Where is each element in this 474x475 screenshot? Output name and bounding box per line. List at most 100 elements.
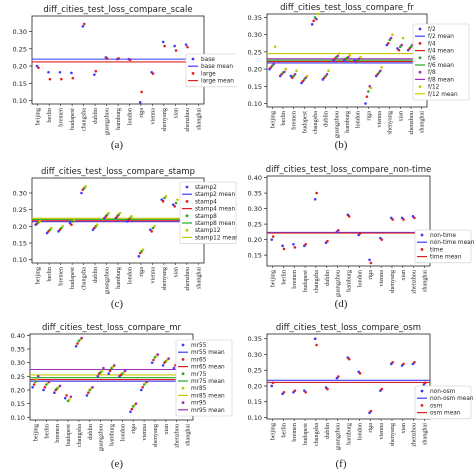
chart-title: diff_cities_test_loss_compare_non-time [266, 165, 432, 175]
x-tick-label: dublin [92, 108, 99, 124]
data-point [342, 59, 346, 62]
data-point [130, 407, 134, 411]
data-point [48, 77, 52, 81]
data-point [87, 391, 90, 394]
data-point [134, 402, 138, 405]
chart-panel-d: diff_cities_test_loss_compare_non-time 0.… [248, 165, 474, 297]
data-point [123, 369, 127, 373]
data-point [396, 47, 399, 50]
data-point [324, 74, 327, 78]
x-tick-label: zhenzhou [411, 423, 418, 447]
x-tick-label: riga [138, 108, 145, 118]
data-point [94, 69, 98, 73]
x-tick-label: xian [400, 270, 407, 281]
data-point [38, 220, 42, 223]
data-point [128, 58, 132, 62]
chart-title: diff_cities_test_loss_compare_scale [43, 5, 192, 15]
x-tick-label: changsha [81, 108, 88, 131]
legend-label: stamp2 [195, 185, 217, 191]
data-point [150, 361, 154, 364]
legend-label: mr95 mean [191, 408, 225, 414]
data-point [272, 62, 276, 66]
legend-label: base mean [201, 64, 233, 70]
x-tick-label: xian [172, 108, 179, 119]
data-point [31, 385, 34, 389]
data-point [380, 387, 384, 391]
data-point [63, 396, 67, 400]
y-tick-label: 0.15 [13, 80, 27, 88]
x-tick-label: xian [163, 424, 170, 435]
x-tick-label: london [355, 111, 362, 128]
data-point [107, 372, 110, 375]
data-point [282, 390, 286, 394]
data-point [423, 381, 427, 385]
x-tick-label: berlin [43, 424, 50, 438]
data-point [271, 235, 275, 238]
x-tick-label: bremen [291, 423, 298, 442]
x-tick-label: zhenzhou [408, 111, 415, 135]
chart-title: diff_cities_test_loss_compare_stamp [41, 167, 195, 177]
data-point [80, 336, 83, 340]
x-tick-label: shanghai [195, 108, 202, 130]
data-point [347, 357, 351, 361]
data-point [34, 380, 37, 384]
data-point [140, 90, 143, 94]
x-tick-label: bremen [291, 111, 298, 130]
chart-panel-b: diff_cities_test_loss_compare_fr 0.10 0.15… [248, 3, 470, 138]
x-tick-label: riga [138, 267, 145, 277]
y-tick-label: 0.25 [248, 48, 262, 56]
legend-marker [418, 56, 422, 60]
data-point [347, 55, 350, 59]
x-tick-label: xian [400, 423, 407, 434]
y-tick-label: 0.10 [13, 256, 27, 264]
data-point [391, 218, 394, 221]
data-point [270, 238, 274, 241]
data-point [305, 74, 309, 78]
data-point [295, 69, 298, 73]
data-point [164, 195, 168, 198]
data-point [130, 215, 133, 218]
data-point [43, 385, 47, 389]
legend-marker [420, 248, 424, 251]
y-tick-label: 0.20 [248, 236, 262, 244]
data-point [358, 232, 362, 235]
data-point [269, 66, 273, 69]
data-point [406, 48, 410, 52]
x-tick-label: london [356, 270, 363, 287]
data-point [336, 54, 340, 58]
x-tick-label: shanghai [195, 267, 202, 289]
data-point [310, 23, 314, 26]
y-tick-label: 0.25 [13, 45, 27, 53]
chart-title: diff_cities_test_loss_compare_mr [42, 323, 182, 333]
data-point [42, 388, 45, 392]
data-point [369, 409, 373, 413]
legend-label: mr85 [191, 386, 207, 392]
data-point [369, 261, 373, 265]
data-point [83, 22, 86, 26]
data-point [100, 369, 104, 373]
x-tick-label: budapest [65, 424, 72, 446]
data-point [312, 19, 315, 23]
x-tick-label: london [119, 424, 126, 441]
data-point [60, 77, 63, 81]
x-tick-label: zhenzhou [174, 424, 181, 448]
x-tick-label: budapest [301, 111, 308, 133]
data-point [321, 78, 325, 81]
legend-label: f/12 mean [428, 92, 458, 98]
data-point [313, 197, 317, 201]
y-tick-label: 0.10 [11, 414, 25, 422]
data-point [368, 258, 371, 262]
x-tick-label: riga [367, 423, 374, 433]
legend-label: time [430, 247, 444, 253]
data-point [108, 369, 112, 373]
y-tick-label: 0.30 [248, 31, 262, 39]
legend-label: f/8 mean [428, 77, 454, 83]
legend-label: f/2 [428, 27, 436, 33]
data-point [357, 57, 361, 61]
data-point [413, 361, 416, 364]
legend-marker [420, 404, 424, 407]
data-point [105, 57, 109, 60]
data-point [69, 395, 73, 399]
sublabel-d: (d) [334, 298, 348, 310]
y-tick-label: 0.35 [248, 190, 262, 198]
